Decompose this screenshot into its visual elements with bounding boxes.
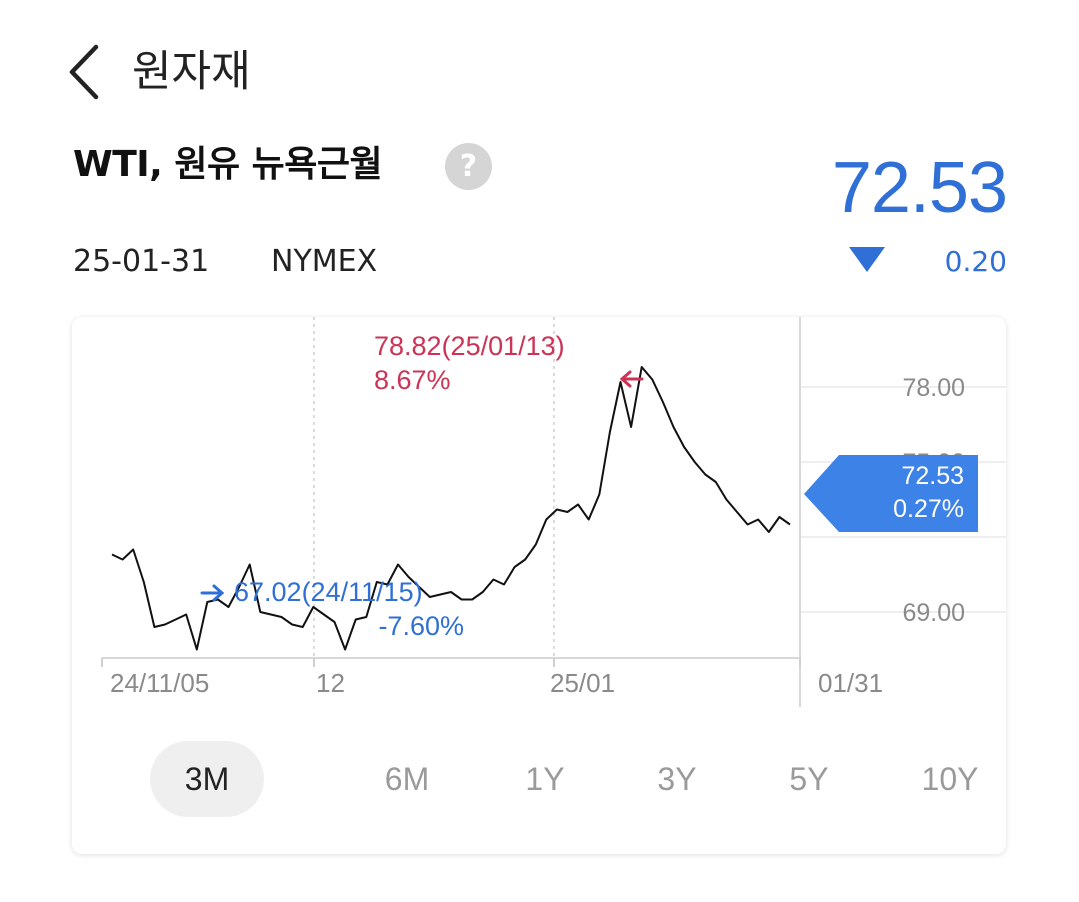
current-price: 72.53 <box>832 146 1007 230</box>
low-pct-label: -7.60% <box>378 611 464 641</box>
quote-date: 25-01-31 <box>73 240 209 284</box>
header: 원자재 <box>0 0 1079 130</box>
series-line <box>112 367 790 650</box>
price-change: 0.20 <box>945 240 1007 284</box>
down-triangle-icon <box>849 247 885 272</box>
high-value-label: 78.82(25/01/13) <box>374 331 565 361</box>
x-tick-label: 01/31 <box>818 668 883 698</box>
tab-1y[interactable]: 1Y <box>500 741 590 817</box>
tab-5y[interactable]: 5Y <box>764 741 854 817</box>
y-tick-label: 69.00 <box>902 599 965 627</box>
instrument-name: WTI, 원유 뉴욕근월 <box>73 138 382 192</box>
low-value-label: 67.02(24/11/15) <box>234 577 423 607</box>
exchange-name: NYMEX <box>271 240 377 284</box>
back-button[interactable] <box>62 42 114 102</box>
x-tick-label: 24/11/05 <box>110 668 209 698</box>
current-pct-label: 0.27% <box>893 495 964 523</box>
x-tick-label: 25/01 <box>550 668 615 698</box>
tab-10y[interactable]: 10Y <box>900 741 1000 817</box>
right-arrow-icon <box>202 586 222 600</box>
y-tick-label: 78.00 <box>902 374 965 402</box>
chevron-left-icon <box>62 42 114 102</box>
high-pct-label: 8.67% <box>374 365 451 395</box>
tab-3y[interactable]: 3Y <box>632 741 722 817</box>
help-icon[interactable]: ? <box>445 143 492 190</box>
tab-3m[interactable]: 3M <box>150 741 264 817</box>
x-tick-label: 12 <box>316 668 345 698</box>
tab-6m[interactable]: 6M <box>362 741 452 817</box>
period-tabs: 3M 6M 1Y 3Y 5Y 10Y <box>150 741 930 817</box>
page-title: 원자재 <box>132 42 251 102</box>
current-value-label: 72.53 <box>901 462 964 490</box>
chart-axes <box>102 317 800 707</box>
